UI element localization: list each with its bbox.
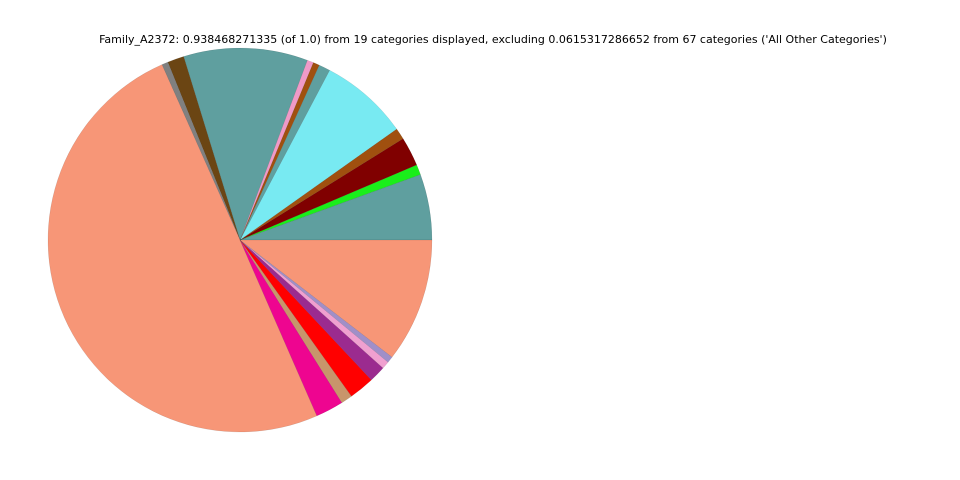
pie-slice xyxy=(239,64,330,241)
pie-slice xyxy=(161,61,241,241)
pie-slice xyxy=(239,239,372,397)
chart-title: Family_A2372: 0.938468271335 (of 1.0) fr… xyxy=(99,33,887,46)
pie-slice xyxy=(239,62,320,241)
pie-slice xyxy=(239,239,433,358)
pie-slice xyxy=(239,59,314,241)
pie-slice xyxy=(239,239,393,363)
pie-slice xyxy=(239,138,418,241)
pie-slice xyxy=(239,239,384,381)
pie-slice xyxy=(239,69,398,241)
pie-slice xyxy=(47,64,318,433)
pie-slice xyxy=(239,174,433,241)
pie-slice xyxy=(239,239,343,417)
pie-slice xyxy=(239,239,389,369)
pie-slice xyxy=(239,164,421,241)
pie-slice xyxy=(167,56,241,241)
pie-slice xyxy=(239,239,352,404)
pie-slice xyxy=(239,128,404,241)
pie-slice xyxy=(183,47,308,241)
